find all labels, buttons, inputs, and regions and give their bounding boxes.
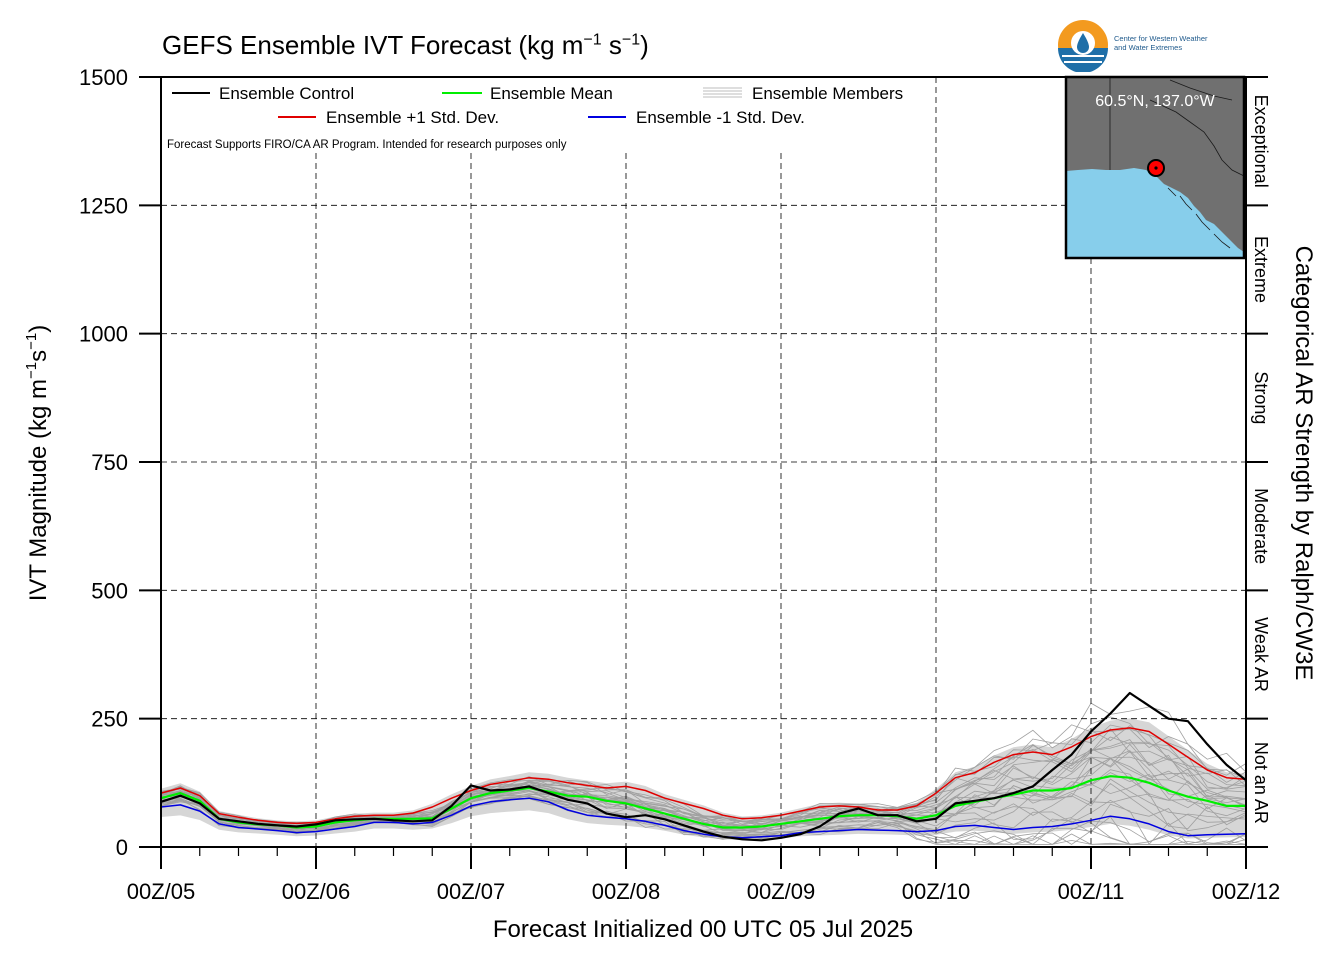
y-axis-label: IVT Magnitude (kg m−1s−1): [23, 325, 52, 602]
ensemble-member-line: [160, 793, 1247, 845]
y-tick-label: 250: [91, 707, 128, 732]
ar-category-label: Strong: [1251, 371, 1271, 424]
ar-category-label: Not an AR: [1251, 742, 1271, 824]
legend-members-label: Ensemble Members: [752, 84, 903, 103]
x-tick-label: 00Z/08: [592, 879, 661, 904]
inset-map: 60.5°N, 137.0°W: [1064, 75, 1246, 260]
inset-border-line-3: [1169, 79, 1233, 101]
x-tick-label: 00Z/07: [437, 879, 506, 904]
disclaimer: Forecast Supports FIRO/CA AR Program. In…: [167, 139, 567, 151]
chart-title: GEFS Ensemble IVT Forecast (kg m−1 s−1): [162, 30, 649, 60]
inset-location-label: 60.5°N, 137.0°W: [1095, 93, 1215, 110]
x-axis-label: Forecast Initialized 00 UTC 05 Jul 2025: [493, 916, 913, 943]
ensemble-member-line: [160, 795, 1247, 845]
y-tick-label: 0: [116, 835, 128, 860]
ensemble-stat-lines: [160, 691, 1247, 842]
legend-minus-sd-label: Ensemble -1 Std. Dev.: [636, 108, 805, 127]
inset-coast-islands: [1167, 187, 1231, 249]
legend-members-swatch: [703, 87, 742, 98]
x-tick-label: 00Z/12: [1212, 879, 1281, 904]
cw3e-logo: [1058, 20, 1108, 72]
logo-text: Center for Western Weather and Water Extr…: [1114, 34, 1208, 52]
axis-ticks: 0 250 500 750 1000 1250 1500 00Z/05 00Z/06 00Z/07…: [79, 65, 1280, 904]
inset-border-line-2: [1149, 99, 1245, 177]
x-tick-label: 00Z/06: [282, 879, 351, 904]
ensemble-mean-line: [160, 775, 1246, 829]
ar-category-label: Moderate: [1251, 488, 1271, 564]
inset-frame: [1064, 75, 1246, 260]
ar-category-label: Extreme: [1251, 236, 1271, 303]
y-tick-label: 750: [91, 450, 128, 475]
right-axis-label: Categorical AR Strength by Ralph/CW3E: [1290, 246, 1317, 681]
ar-category-label: Exceptional: [1251, 95, 1271, 188]
plus-sd-line: [160, 727, 1247, 825]
location-marker-center: [1154, 166, 1158, 170]
spread-area: [161, 718, 1246, 841]
ar-category-label: Weak AR: [1251, 617, 1271, 692]
y-tick-label: 1250: [79, 193, 128, 218]
x-tick-label: 00Z/09: [747, 879, 816, 904]
ensemble-control-line: [160, 691, 1247, 842]
legend-mean-label: Ensemble Mean: [490, 84, 613, 103]
x-tick-label: 00Z/11: [1058, 879, 1125, 904]
y-tick-label: 1500: [79, 65, 128, 90]
grid-lines: [161, 77, 1246, 847]
legend-control-label: Ensemble Control: [219, 84, 354, 103]
legend-plus-sd-label: Ensemble +1 Std. Dev.: [326, 108, 499, 127]
ar-category-labels: Not an AR Weak AR Moderate Strong Extreme Exc…: [1251, 95, 1271, 824]
ensemble-spread-band: [161, 718, 1246, 841]
minus-sd-line: [160, 797, 1247, 839]
y-tick-label: 1000: [79, 322, 128, 347]
y-tick-label: 500: [91, 578, 128, 603]
x-tick-label: 00Z/05: [127, 879, 196, 904]
x-tick-label: 00Z/10: [902, 879, 971, 904]
legend: Ensemble Control Ensemble Mean Ensemble …: [167, 84, 903, 151]
